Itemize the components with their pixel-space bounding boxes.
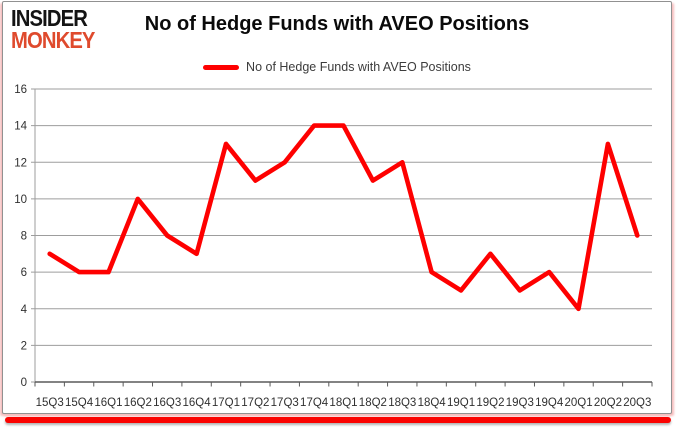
x-tick-label: 20Q1 bbox=[564, 397, 592, 409]
y-tick-label: 10 bbox=[14, 194, 27, 206]
y-tick-label: 8 bbox=[21, 231, 27, 243]
x-tick-label: 18Q2 bbox=[359, 397, 387, 409]
y-tick-label: 6 bbox=[21, 267, 27, 279]
x-tick-label: 15Q3 bbox=[36, 397, 64, 409]
x-tick-label: 17Q4 bbox=[300, 397, 329, 409]
x-tick-label: 17Q2 bbox=[241, 397, 269, 409]
series-line bbox=[47, 123, 640, 312]
x-tick-label: 20Q2 bbox=[594, 397, 622, 409]
x-tick-label: 20Q3 bbox=[623, 397, 651, 409]
insider-monkey-logo: INSIDER MONKEY bbox=[11, 5, 95, 53]
x-tick-label: 19Q2 bbox=[476, 397, 504, 409]
y-tick-label: 2 bbox=[21, 340, 27, 352]
x-tick-label: 16Q2 bbox=[124, 397, 152, 409]
x-tick-label: 15Q4 bbox=[65, 397, 94, 409]
y-tick-label: 4 bbox=[21, 304, 28, 316]
x-tick-label: 17Q1 bbox=[212, 397, 240, 409]
y-tick-label: 14 bbox=[14, 121, 27, 133]
x-tick-label: 19Q4 bbox=[535, 397, 564, 409]
chart-card: INSIDER MONKEY No of Hedge Funds with AV… bbox=[2, 1, 672, 414]
x-tick-label: 16Q1 bbox=[94, 397, 122, 409]
legend-line-swatch bbox=[203, 64, 240, 70]
x-tick-label: 19Q3 bbox=[506, 397, 534, 409]
x-tick-label: 18Q3 bbox=[388, 397, 416, 409]
y-tick-label: 0 bbox=[21, 377, 27, 389]
x-tick-label: 19Q1 bbox=[447, 397, 475, 409]
x-tick-label: 16Q4 bbox=[183, 397, 212, 409]
legend-label: No of Hedge Funds with AVEO Positions bbox=[246, 60, 471, 74]
x-tick-label: 18Q4 bbox=[418, 397, 447, 409]
legend: No of Hedge Funds with AVEO Positions bbox=[3, 60, 671, 74]
y-tick-label: 16 bbox=[14, 84, 27, 96]
x-tick-label: 16Q3 bbox=[153, 397, 181, 409]
logo-text-monkey: MONKEY bbox=[11, 26, 95, 53]
bottom-red-bar bbox=[5, 417, 671, 423]
x-tick-label: 18Q1 bbox=[329, 397, 357, 409]
logo-text-insider: INSIDER bbox=[11, 5, 88, 31]
y-tick-label: 12 bbox=[14, 157, 27, 169]
x-tick-label: 17Q3 bbox=[271, 397, 299, 409]
chart-title: No of Hedge Funds with AVEO Positions bbox=[144, 13, 530, 35]
